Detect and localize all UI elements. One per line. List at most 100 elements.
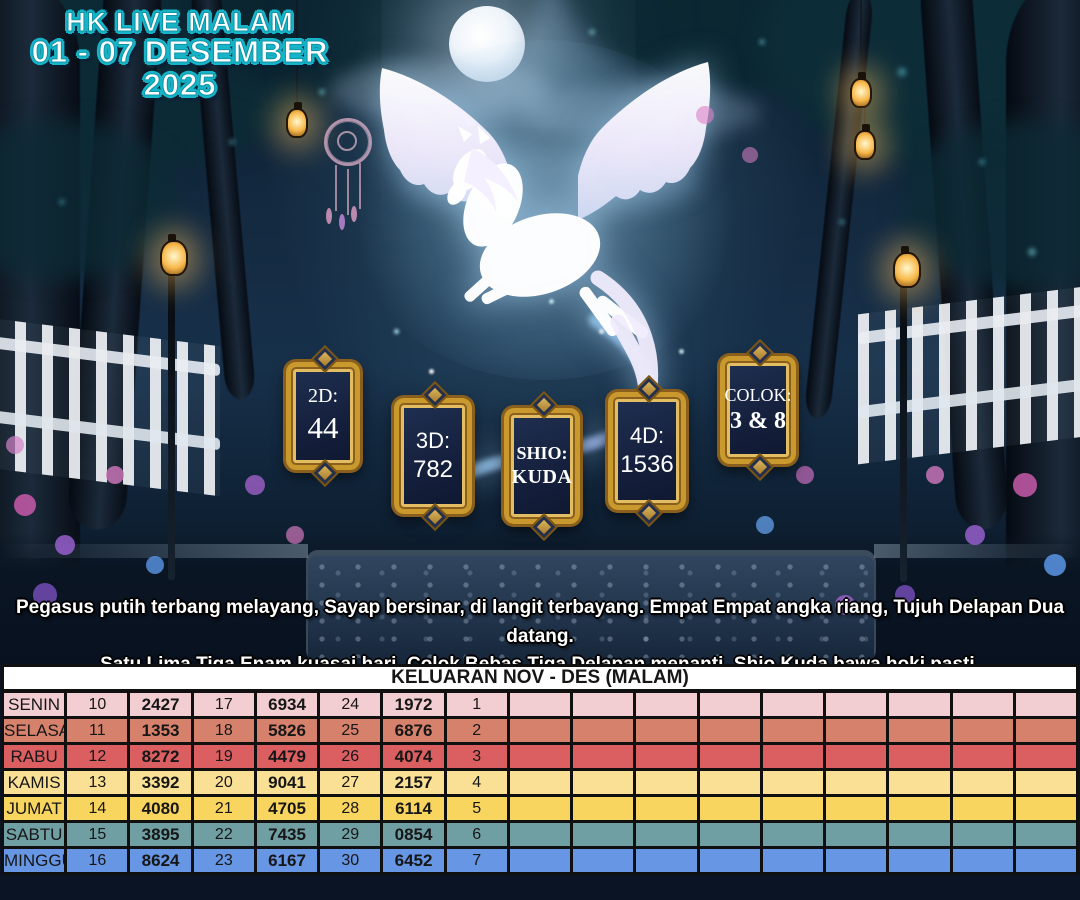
result-cell [633, 742, 700, 771]
date-cell: 20 [190, 768, 257, 797]
plaque-2d-label: 2D: [308, 385, 338, 408]
date-cell: 7 [443, 846, 510, 875]
result-cell [633, 846, 700, 875]
result-cell: 6167 [253, 846, 321, 875]
result-cell [759, 846, 827, 875]
result-cell [633, 768, 700, 797]
day-cell: SELASA [0, 716, 68, 745]
result-cell [886, 742, 953, 771]
lantern-pole [168, 250, 175, 580]
date-cell [823, 794, 890, 823]
date-cell: 18 [190, 716, 257, 745]
result-cell: 1353 [127, 716, 194, 745]
result-cell [886, 768, 953, 797]
banner-title: HK LIVE MALAM 01 - 07 DESEMBER 2025 [20, 7, 340, 102]
lantern-rope [296, 0, 298, 108]
date-cell [696, 820, 763, 849]
plaque-shio: SHIO: KUDA [504, 408, 580, 524]
result-cell: 6452 [380, 846, 447, 875]
date-cell [570, 846, 637, 875]
table-row: JUMAT 14 4080 21 4705 28 6114 5 [0, 794, 1080, 823]
plaque-3d-label: 3D: [415, 428, 451, 454]
dreamcatcher-feathers [326, 208, 332, 224]
result-cell: 6934 [253, 689, 321, 719]
result-cell [1012, 794, 1080, 823]
day-cell: RABU [0, 742, 68, 771]
date-cell [696, 846, 763, 875]
poem-line1: Pegasus putih terbang melayang, Sayap be… [15, 597, 1065, 647]
dreamcatcher-icon [324, 118, 372, 211]
result-cell: 4080 [127, 794, 194, 823]
result-cell [506, 794, 574, 823]
result-cell [633, 820, 700, 849]
date-cell [696, 742, 763, 771]
result-cell: 2427 [127, 689, 194, 719]
table-row: SENIN 10 2427 17 6934 24 1972 1 [0, 689, 1080, 719]
date-cell: 25 [317, 716, 384, 745]
result-cell: 2157 [380, 768, 447, 797]
day-cell: JUMAT [0, 794, 68, 823]
date-cell [570, 820, 637, 849]
result-cell: 4479 [253, 742, 321, 771]
lantern-rope [864, 104, 866, 132]
date-cell: 6 [443, 820, 510, 849]
date-cell [696, 716, 763, 745]
date-cell [570, 689, 637, 719]
result-cell [506, 846, 574, 875]
pegasus-illustration [360, 30, 740, 542]
result-cell: 7435 [253, 820, 321, 849]
date-cell [570, 794, 637, 823]
table-row: KAMIS 13 3392 20 9041 27 2157 4 [0, 768, 1080, 797]
result-cell [759, 689, 827, 719]
date-cell [949, 768, 1016, 797]
result-cell: 5826 [253, 716, 321, 745]
date-cell: 13 [64, 768, 131, 797]
date-cell: 2 [443, 716, 510, 745]
table-row: SABTU 15 3895 22 7435 29 0854 6 [0, 820, 1080, 849]
day-cell: MINGGU [0, 846, 68, 875]
date-cell [823, 742, 890, 771]
date-cell [823, 689, 890, 719]
result-cell [1012, 820, 1080, 849]
result-cell [506, 768, 574, 797]
result-cell: 6114 [380, 794, 447, 823]
plaque-shio-value: KUDA [511, 465, 573, 488]
result-cell [506, 689, 574, 719]
result-cell: 6876 [380, 716, 447, 745]
result-cell [1012, 846, 1080, 875]
result-cell [759, 768, 827, 797]
plaque-4d-label: 4D: [629, 423, 665, 449]
table-row: RABU 12 8272 19 4479 26 4074 3 [0, 742, 1080, 771]
date-cell: 1 [443, 689, 510, 719]
result-cell: 3392 [127, 768, 194, 797]
date-cell [949, 820, 1016, 849]
result-cell [633, 689, 700, 719]
date-cell [823, 820, 890, 849]
date-cell: 23 [190, 846, 257, 875]
date-cell [570, 716, 637, 745]
result-cell [759, 794, 827, 823]
prediction-poem: Pegasus putih terbang melayang, Sayap be… [0, 594, 1080, 664]
date-cell: 16 [64, 846, 131, 875]
result-cell: 3895 [127, 820, 194, 849]
plaque-3d-value: 782 [412, 455, 454, 483]
date-cell: 24 [317, 689, 384, 719]
date-cell: 30 [317, 846, 384, 875]
day-cell: KAMIS [0, 768, 68, 797]
date-cell [696, 768, 763, 797]
plaque-colok-label: COLOK: [724, 384, 792, 405]
result-cell: 1972 [380, 689, 447, 719]
banner-title-line2: 01 - 07 DESEMBER 2025 [31, 34, 329, 102]
stone-edge [874, 544, 1080, 558]
picket-fence-left [0, 317, 220, 497]
banner-title-line1: HK LIVE MALAM [66, 7, 294, 37]
flowers-right [0, 0, 10, 10]
poem-line2: Satu Lima Tiga Enam kuasai hari, Colok B… [0, 651, 1080, 664]
result-cell [759, 716, 827, 745]
table-row: SELASA 11 1353 18 5826 25 6876 2 [0, 716, 1080, 745]
lantern-icon [850, 72, 872, 108]
result-cell [759, 742, 827, 771]
results-table-body: SENIN 10 2427 17 6934 24 1972 1 SELASA 11 1353 18 58… [0, 689, 1080, 875]
banner-scene: 2D: 44 3D: 782 SHIO: KUDA 4D: 1536 COLOK… [0, 0, 1080, 664]
date-cell [570, 768, 637, 797]
